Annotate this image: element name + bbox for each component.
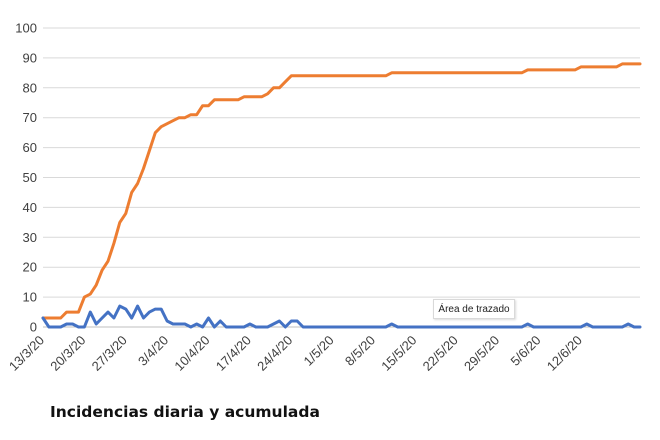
y-tick-label: 100 — [15, 21, 37, 36]
y-tick-label: 30 — [23, 230, 37, 245]
x-tick-label: 17/4/20 — [213, 333, 254, 374]
x-tick-label: 13/3/20 — [6, 333, 47, 374]
y-tick-label: 60 — [23, 140, 37, 155]
x-tick-label: 22/5/20 — [420, 333, 461, 374]
y-tick-label: 50 — [23, 170, 37, 185]
y-tick-label: 0 — [30, 320, 37, 335]
y-tick-label: 80 — [23, 80, 37, 95]
y-tick-label: 20 — [23, 260, 37, 275]
series-line-daily — [41, 304, 642, 329]
y-axis-ticks: 0 10 20 30 40 50 60 70 80 90 100 — [15, 21, 37, 335]
x-tick-label: 10/4/20 — [171, 333, 212, 374]
y-tick-label: 40 — [23, 200, 37, 215]
x-tick-label: 1/5/20 — [301, 333, 337, 369]
x-tick-label: 8/5/20 — [342, 333, 378, 369]
x-tick-label: 3/4/20 — [135, 333, 171, 369]
y-tick-label: 70 — [23, 110, 37, 125]
y-tick-label: 90 — [23, 50, 37, 65]
x-tick-label: 29/5/20 — [461, 333, 502, 374]
y-tick-label: 10 — [23, 290, 37, 305]
gridlines — [43, 27, 640, 328]
x-tick-label: 20/3/20 — [47, 333, 88, 374]
series-line-accumulated — [41, 62, 642, 320]
x-axis-ticks: 13/3/20 20/3/20 27/3/20 3/4/20 10/4/20 17/4/2… — [6, 333, 585, 374]
chart-title: Incidencias diaria y acumulada — [50, 403, 320, 421]
x-tick-label: 5/6/20 — [507, 333, 543, 369]
x-tick-label: 27/3/20 — [89, 333, 130, 374]
series-lines — [41, 62, 642, 329]
x-tick-label: 12/6/20 — [544, 333, 585, 374]
plot-area-tooltip: Área de trazado — [433, 299, 515, 319]
x-tick-label: 15/5/20 — [378, 333, 419, 374]
x-tick-label: 24/4/20 — [254, 333, 295, 374]
